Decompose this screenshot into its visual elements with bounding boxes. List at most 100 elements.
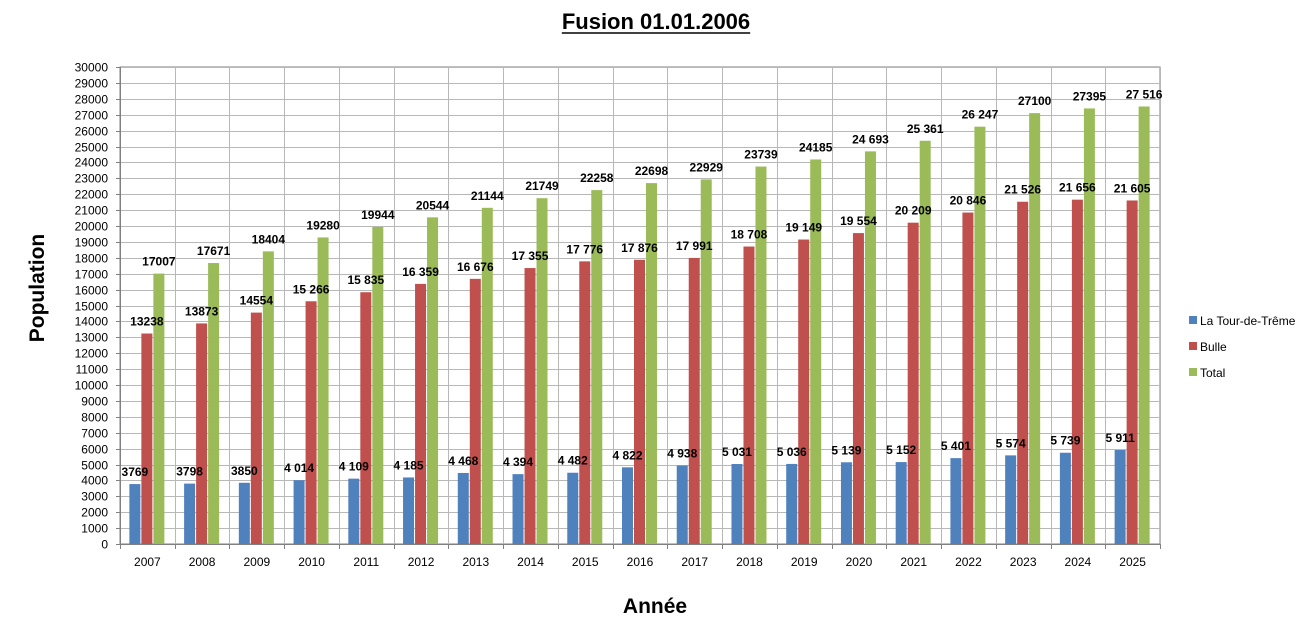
x-tick-label: 2010 — [298, 555, 325, 569]
bar-bulle-2016 — [634, 259, 645, 544]
x-tick-label: 2017 — [681, 555, 708, 569]
bar-la-tour-de-tr-me-2018 — [731, 464, 743, 544]
legend-swatch — [1189, 316, 1197, 324]
y-tick-label: 27000 — [75, 109, 109, 123]
bar-la-tour-de-tr-me-2023 — [1005, 455, 1017, 544]
data-label-total-2009: 18404 — [252, 232, 286, 246]
data-label-bulle-2014: 17 355 — [512, 249, 549, 263]
y-tick-label: 14000 — [75, 315, 109, 329]
data-label-la-tour-de-tr-me-2018: 5 031 — [722, 445, 752, 459]
bar-bulle-2012 — [415, 283, 427, 544]
bar-total-2021 — [919, 140, 931, 544]
data-label-bulle-2025: 21 605 — [1114, 181, 1151, 195]
x-tick-label: 2007 — [134, 555, 161, 569]
data-labels: 3769 3798 3850 4 014 4 109 4 185 4 468 4 394 4 4… — [122, 87, 1163, 479]
data-label-bulle-2009: 14554 — [240, 294, 274, 308]
data-label-bulle-2020: 19 554 — [840, 214, 877, 228]
bar-la-tour-de-tr-me-2009 — [238, 482, 250, 544]
y-tick-label: 1000 — [81, 522, 108, 536]
y-tick-label: 30000 — [75, 61, 109, 75]
x-tick-label: 2020 — [846, 555, 873, 569]
data-label-total-2008: 17671 — [197, 244, 231, 258]
data-label-total-2022: 26 247 — [962, 108, 999, 122]
data-label-bulle-2023: 21 526 — [1004, 183, 1041, 197]
bar-la-tour-de-tr-me-2019 — [786, 463, 798, 544]
data-label-bulle-2019: 19 149 — [785, 221, 822, 235]
data-label-la-tour-de-tr-me-2017: 4 938 — [667, 446, 697, 460]
data-label-bulle-2024: 21 656 — [1059, 181, 1096, 195]
bar-total-2007 — [153, 273, 165, 544]
bar-la-tour-de-tr-me-2011 — [348, 478, 360, 544]
data-label-bulle-2022: 20 846 — [950, 194, 987, 208]
x-tick-label: 2021 — [900, 555, 927, 569]
data-label-total-2012: 20544 — [416, 198, 450, 212]
legend: La Tour-de-Trême Bulle Total — [1189, 314, 1296, 380]
bar-total-2019 — [810, 159, 822, 544]
data-label-total-2018: 23739 — [744, 148, 778, 162]
x-tick-label: 2025 — [1119, 555, 1146, 569]
bar-bulle-2013 — [469, 278, 481, 544]
bar-bulle-2021 — [907, 222, 919, 545]
data-label-la-tour-de-tr-me-2012: 4 185 — [394, 458, 424, 472]
y-tick-label: 18000 — [75, 252, 109, 266]
x-tick-label: 2011 — [353, 555, 379, 569]
x-tick-label: 2012 — [408, 555, 435, 569]
data-label-la-tour-de-tr-me-2015: 4 482 — [558, 454, 588, 468]
data-label-la-tour-de-tr-me-2014: 4 394 — [503, 455, 533, 469]
bar-total-2016 — [646, 183, 657, 544]
bar-la-tour-de-tr-me-2024 — [1059, 452, 1071, 544]
bar-total-2011 — [372, 226, 384, 545]
bar-bulle-2022 — [962, 212, 974, 545]
y-tick-label: 10000 — [75, 379, 109, 393]
data-label-la-tour-de-tr-me-2011: 4 109 — [339, 460, 369, 474]
x-tick-label: 2022 — [955, 555, 982, 569]
data-label-total-2023: 27100 — [1018, 94, 1052, 108]
legend-label: Total — [1200, 366, 1225, 380]
y-tick-label: 16000 — [75, 284, 109, 298]
data-label-la-tour-de-tr-me-2010: 4 014 — [284, 461, 314, 475]
y-tick-label: 7000 — [81, 427, 108, 441]
y-tick-label: 26000 — [75, 125, 109, 139]
bar-la-tour-de-tr-me-2020 — [840, 462, 852, 544]
x-tick-label: 2018 — [736, 555, 763, 569]
y-tick-label: 13000 — [75, 331, 109, 345]
data-label-total-2020: 24 693 — [852, 132, 889, 146]
bar-la-tour-de-tr-me-2010 — [293, 480, 305, 544]
bar-bulle-2007 — [141, 333, 153, 544]
bar-la-tour-de-tr-me-2012 — [403, 477, 415, 544]
y-tick-label: 21000 — [75, 204, 109, 218]
bar-la-tour-de-tr-me-2021 — [895, 462, 907, 544]
bar-bulle-2008 — [196, 323, 208, 544]
data-label-total-2017: 22929 — [690, 160, 724, 174]
y-tick-label: 17000 — [75, 268, 109, 282]
data-label-bulle-2010: 15 266 — [293, 282, 330, 296]
chart-title: Fusion 01.01.2006 — [562, 9, 750, 34]
bar-total-2018 — [755, 166, 767, 544]
bar-total-2008 — [208, 263, 220, 544]
y-tick-label: 11000 — [76, 363, 109, 377]
y-tick-label: 12000 — [75, 347, 109, 361]
y-tick-label: 5000 — [81, 459, 108, 473]
data-label-la-tour-de-tr-me-2020: 5 139 — [831, 443, 861, 457]
x-tick-label: 2014 — [517, 555, 544, 569]
y-tick-label: 8000 — [81, 411, 108, 425]
y-tick-label: 4000 — [81, 474, 108, 488]
y-tick-label: 20000 — [75, 220, 109, 234]
y-tick-label: 24000 — [75, 156, 109, 170]
bar-total-2022 — [974, 126, 986, 544]
bar-bulle-2010 — [305, 301, 317, 544]
y-tick-label: 25000 — [75, 141, 109, 155]
data-label-la-tour-de-tr-me-2007: 3769 — [122, 465, 149, 479]
y-tick-label: 23000 — [75, 172, 109, 186]
legend-label: La Tour-de-Trême — [1200, 314, 1296, 328]
bar-total-2009 — [262, 251, 274, 544]
bar-bulle-2019 — [798, 239, 810, 545]
data-label-bulle-2011: 15 835 — [347, 273, 384, 287]
x-tick-label: 2009 — [243, 555, 270, 569]
data-label-la-tour-de-tr-me-2013: 4 468 — [448, 454, 478, 468]
bar-la-tour-de-tr-me-2015 — [567, 472, 579, 544]
bar-total-2014 — [536, 198, 548, 544]
bars — [129, 106, 1150, 545]
data-label-total-2010: 19280 — [306, 218, 340, 232]
